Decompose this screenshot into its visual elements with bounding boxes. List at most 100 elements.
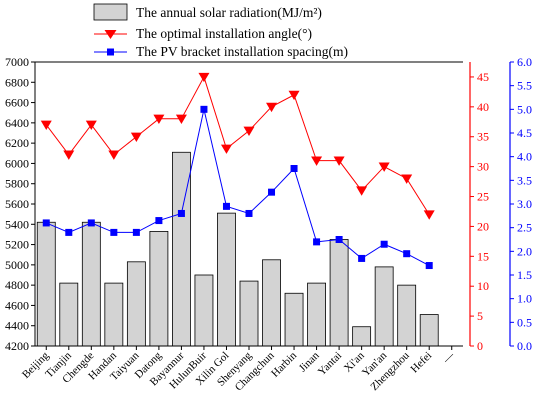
point-angle xyxy=(85,120,97,131)
point-spacing xyxy=(335,236,343,243)
right-spacing-tick-label: 2.0 xyxy=(517,244,532,258)
point-spacing xyxy=(268,188,276,196)
point-spacing xyxy=(290,165,298,172)
legend-swatch-radiation xyxy=(93,3,128,21)
point-angle xyxy=(153,114,165,125)
left-tick-label: 6400 xyxy=(5,116,29,130)
point-spacing xyxy=(358,254,366,262)
bar-8 xyxy=(217,212,236,347)
right-spacing-tick-label: 3.0 xyxy=(517,197,532,211)
point-spacing xyxy=(177,209,185,217)
left-tick-label: 5400 xyxy=(5,217,29,231)
left-tick-label: 4600 xyxy=(5,298,29,312)
point-angle xyxy=(356,186,368,196)
legend-label-angle: The optimal installation angle(°) xyxy=(136,26,312,41)
point-angle xyxy=(243,126,255,136)
right-angle-tick-label: 20 xyxy=(477,219,489,233)
right-angle-tick-label: 25 xyxy=(477,190,489,204)
point-spacing xyxy=(200,105,208,113)
point-angle xyxy=(333,156,345,166)
legend-marker-spacing xyxy=(107,48,114,56)
left-tick-label: 6200 xyxy=(5,136,29,150)
bar-0 xyxy=(36,221,56,347)
point-spacing xyxy=(380,240,388,248)
right-spacing-tick-label: 5.5 xyxy=(517,79,532,93)
point-spacing xyxy=(155,217,163,225)
point-spacing xyxy=(245,209,253,217)
point-angle xyxy=(130,132,142,142)
point-angle xyxy=(378,162,390,172)
bar-15 xyxy=(374,266,394,347)
point-angle xyxy=(423,210,435,220)
point-angle xyxy=(220,144,232,154)
point-angle xyxy=(108,150,120,160)
bar-9 xyxy=(239,280,259,347)
point-angle xyxy=(401,174,413,184)
bar-10 xyxy=(262,259,281,347)
point-angle xyxy=(288,90,300,101)
point-angle xyxy=(63,150,75,160)
point-spacing xyxy=(87,219,95,227)
bar-7 xyxy=(194,274,214,347)
left-tick-label: 4800 xyxy=(5,278,29,292)
right-spacing-tick-label: 5.0 xyxy=(517,102,532,116)
x-tick-label: Harbin xyxy=(269,349,299,379)
point-angle xyxy=(40,120,52,131)
left-tick-label: 6000 xyxy=(5,156,29,170)
right-spacing-tick-label: 0.0 xyxy=(517,339,532,353)
left-tick-label: 6600 xyxy=(5,96,29,110)
right-spacing-tick-label: 6.0 xyxy=(517,55,532,69)
point-spacing xyxy=(132,228,140,236)
bar-11 xyxy=(284,292,304,347)
point-spacing xyxy=(110,228,118,236)
right-angle-tick-label: 40 xyxy=(477,100,489,114)
point-angle xyxy=(266,102,278,113)
bar-1 xyxy=(59,282,79,347)
left-tick-label: 5200 xyxy=(5,238,29,252)
point-spacing xyxy=(313,238,321,246)
point-spacing xyxy=(65,228,73,236)
bar-6 xyxy=(172,151,191,347)
right-spacing-tick-label: 0.5 xyxy=(517,315,532,329)
bar-5 xyxy=(149,230,169,347)
right-angle-tick-label: 0 xyxy=(477,339,483,353)
right-spacing-tick-label: 4.5 xyxy=(517,126,532,140)
legend-marker-angle xyxy=(104,30,117,39)
right-spacing-tick-label: 4.0 xyxy=(517,150,532,164)
left-tick-label: 6800 xyxy=(5,75,29,89)
legend-label-radiation: The annual solar radiation(MJ/m²) xyxy=(136,5,322,20)
left-tick-label: 5800 xyxy=(5,177,29,191)
bar-14 xyxy=(352,326,372,347)
point-angle xyxy=(175,114,187,125)
point-spacing xyxy=(425,262,433,270)
left-tick-label: 5000 xyxy=(5,258,29,272)
series-line-spacing xyxy=(46,109,430,266)
right-spacing-tick-label: 1.5 xyxy=(517,268,532,282)
right-spacing-tick-label: 3.5 xyxy=(517,173,532,187)
legend-label-spacing: The PV bracket installation spacing(m) xyxy=(136,44,348,59)
right-angle-tick-label: 30 xyxy=(477,160,489,174)
bar-3 xyxy=(104,282,124,347)
x-tick-label: — xyxy=(440,349,458,367)
right-spacing-tick-label: 1.0 xyxy=(517,292,532,306)
left-tick-label: 7000 xyxy=(5,55,29,69)
right-angle-tick-label: 35 xyxy=(477,130,489,144)
series-line-angle xyxy=(45,75,430,215)
right-angle-tick-label: 45 xyxy=(477,70,489,84)
bar-16 xyxy=(397,284,417,347)
right-angle-tick-label: 10 xyxy=(477,279,489,293)
point-spacing xyxy=(222,202,230,210)
point-spacing xyxy=(42,219,50,227)
bar-17 xyxy=(419,314,439,347)
x-tick-label: Hefei xyxy=(409,350,435,376)
right-angle-tick-label: 5 xyxy=(477,309,483,323)
left-tick-label: 4400 xyxy=(5,319,29,333)
bar-13 xyxy=(329,239,349,347)
point-angle xyxy=(198,72,210,83)
bar-12 xyxy=(307,282,326,347)
left-tick-label: 5600 xyxy=(5,197,29,211)
right-spacing-tick-label: 2.5 xyxy=(517,221,532,235)
bar-4 xyxy=(126,261,146,347)
